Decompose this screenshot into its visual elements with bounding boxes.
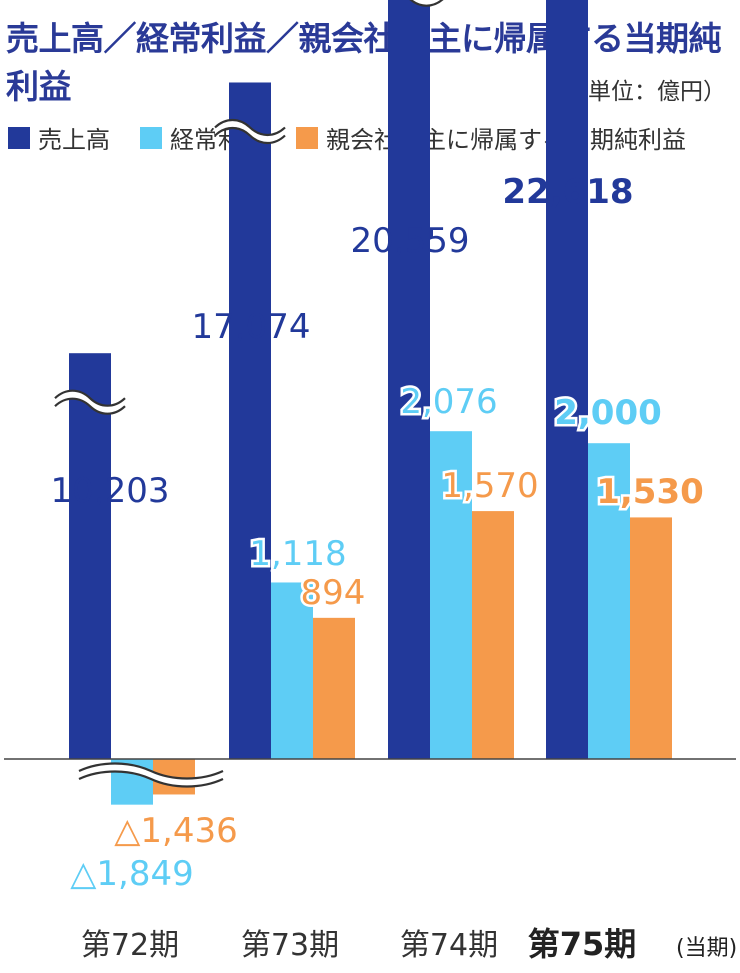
category-label-3: 第75期 (528, 925, 637, 963)
category-label-0: 第72期 (81, 928, 179, 963)
bar-net-income-1 (313, 617, 355, 759)
chart-title: 売上高／経常利益／親会社株主に帰属する当期純利益 (6, 19, 722, 106)
value-label-ordinary-profit-0: △1,849 (70, 854, 193, 894)
legend-label-net-income: 親会社株主に帰属する当期純利益 (326, 126, 686, 154)
axis-break-sales-2-lower (409, 0, 444, 7)
category-label-2: 第74期 (400, 928, 498, 963)
value-label-net-income-2: 1,570 (441, 466, 538, 506)
axis-break-sales-1-lower (214, 126, 286, 145)
value-label-ordinary-profit-3: 2,000 (554, 393, 662, 433)
value-label-ordinary-profit-1: 1,118 (249, 534, 346, 574)
legend-swatch-sales (8, 126, 30, 149)
legend-swatch-net-income (296, 126, 318, 149)
legend-item-net-income: 親会社株主に帰属する当期純利益 (296, 120, 686, 155)
bar-ordinary-profit-3 (588, 443, 630, 759)
category-label-1: 第73期 (241, 928, 339, 963)
axis-break-negative (78, 762, 224, 780)
bar-net-income-3 (630, 517, 672, 759)
value-label-net-income-3: 1,530 (596, 472, 704, 512)
bar-sales-2 (388, 0, 430, 759)
unit-label: （単位：億円） (565, 79, 726, 105)
axis-break-negative-lower (78, 770, 224, 788)
legend-label-sales: 売上高 (38, 126, 110, 154)
bar-ordinary-profit-2 (430, 431, 472, 759)
bar-sales-3 (546, 0, 588, 760)
bar-ordinary-profit-1 (271, 582, 313, 759)
axis-break-sales-1 (214, 118, 286, 137)
value-label-sales-1: 17,074 (192, 307, 311, 347)
legend-swatch-ordinary-profit (140, 126, 162, 149)
bar-net-income-2 (472, 511, 514, 759)
category-note-current-period: (当期) (676, 936, 737, 961)
value-label-sales-2: 20,559 (351, 221, 470, 261)
axis-break-sales-0-gap (55, 390, 125, 414)
legend-item-sales: 売上高 (8, 120, 110, 155)
value-label-net-income-0: △1,436 (114, 811, 237, 851)
axis-break-sales-0-lower (54, 397, 126, 415)
value-label-ordinary-profit-2: 2,076 (400, 382, 497, 422)
value-label-sales-3: 22,618 (502, 172, 633, 212)
axis-break-sales-1-gap (215, 119, 285, 143)
axis-break-negative-gap (79, 763, 223, 787)
bar-sales-1 (229, 82, 271, 760)
value-label-sales-0: 10,203 (51, 471, 170, 511)
axis-break-sales-0 (54, 389, 126, 407)
bar-sales-0 (69, 353, 111, 759)
value-label-net-income-1: 894 (301, 573, 366, 613)
